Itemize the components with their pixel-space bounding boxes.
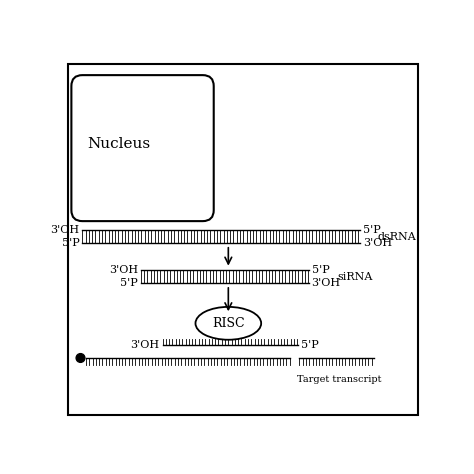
Ellipse shape xyxy=(195,307,261,340)
Text: 5'P: 5'P xyxy=(62,238,80,248)
Text: 5'P: 5'P xyxy=(311,265,329,275)
Text: dsRNA: dsRNA xyxy=(378,232,417,242)
Text: Target transcript: Target transcript xyxy=(297,375,382,384)
Text: 3'OH: 3'OH xyxy=(130,340,160,350)
Text: Nucleus: Nucleus xyxy=(87,137,150,152)
FancyBboxPatch shape xyxy=(72,75,214,221)
Text: RISC: RISC xyxy=(212,317,245,330)
Text: 3'OH: 3'OH xyxy=(363,238,392,248)
Text: 5'P: 5'P xyxy=(120,278,138,288)
FancyBboxPatch shape xyxy=(68,64,418,415)
Text: siRNA: siRNA xyxy=(338,272,373,282)
Text: 5'P: 5'P xyxy=(301,340,319,350)
Text: 3'OH: 3'OH xyxy=(50,225,80,235)
Text: 5'P: 5'P xyxy=(363,225,381,235)
Text: 3'OH: 3'OH xyxy=(109,265,138,275)
Text: 3'OH: 3'OH xyxy=(311,278,341,288)
Circle shape xyxy=(76,354,85,362)
